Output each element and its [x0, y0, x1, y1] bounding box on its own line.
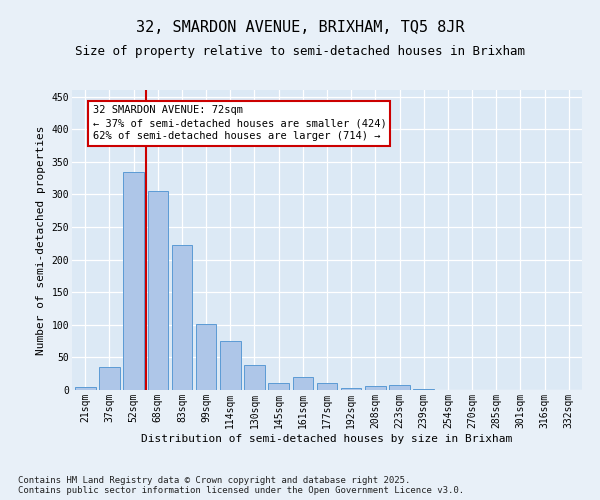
- Bar: [124, 172, 144, 390]
- Text: Size of property relative to semi-detached houses in Brixham: Size of property relative to semi-detach…: [75, 45, 525, 58]
- Text: Contains HM Land Registry data © Crown copyright and database right 2025.
Contai: Contains HM Land Registry data © Crown c…: [18, 476, 464, 495]
- Text: 32 SMARDON AVENUE: 72sqm
← 37% of semi-detached houses are smaller (424)
62% of : 32 SMARDON AVENUE: 72sqm ← 37% of semi-d…: [92, 105, 386, 142]
- Bar: [75, 386, 95, 390]
- Bar: [341, 388, 361, 390]
- Text: 32, SMARDON AVENUE, BRIXHAM, TQ5 8JR: 32, SMARDON AVENUE, BRIXHAM, TQ5 8JR: [136, 20, 464, 35]
- Bar: [389, 386, 410, 390]
- Bar: [148, 191, 168, 390]
- Bar: [220, 341, 241, 390]
- Bar: [196, 324, 217, 390]
- Bar: [244, 365, 265, 390]
- Bar: [365, 386, 386, 390]
- Bar: [293, 377, 313, 390]
- Y-axis label: Number of semi-detached properties: Number of semi-detached properties: [36, 125, 46, 355]
- Bar: [268, 383, 289, 390]
- Bar: [172, 244, 192, 390]
- Bar: [317, 383, 337, 390]
- Bar: [99, 367, 120, 390]
- X-axis label: Distribution of semi-detached houses by size in Brixham: Distribution of semi-detached houses by …: [142, 434, 512, 444]
